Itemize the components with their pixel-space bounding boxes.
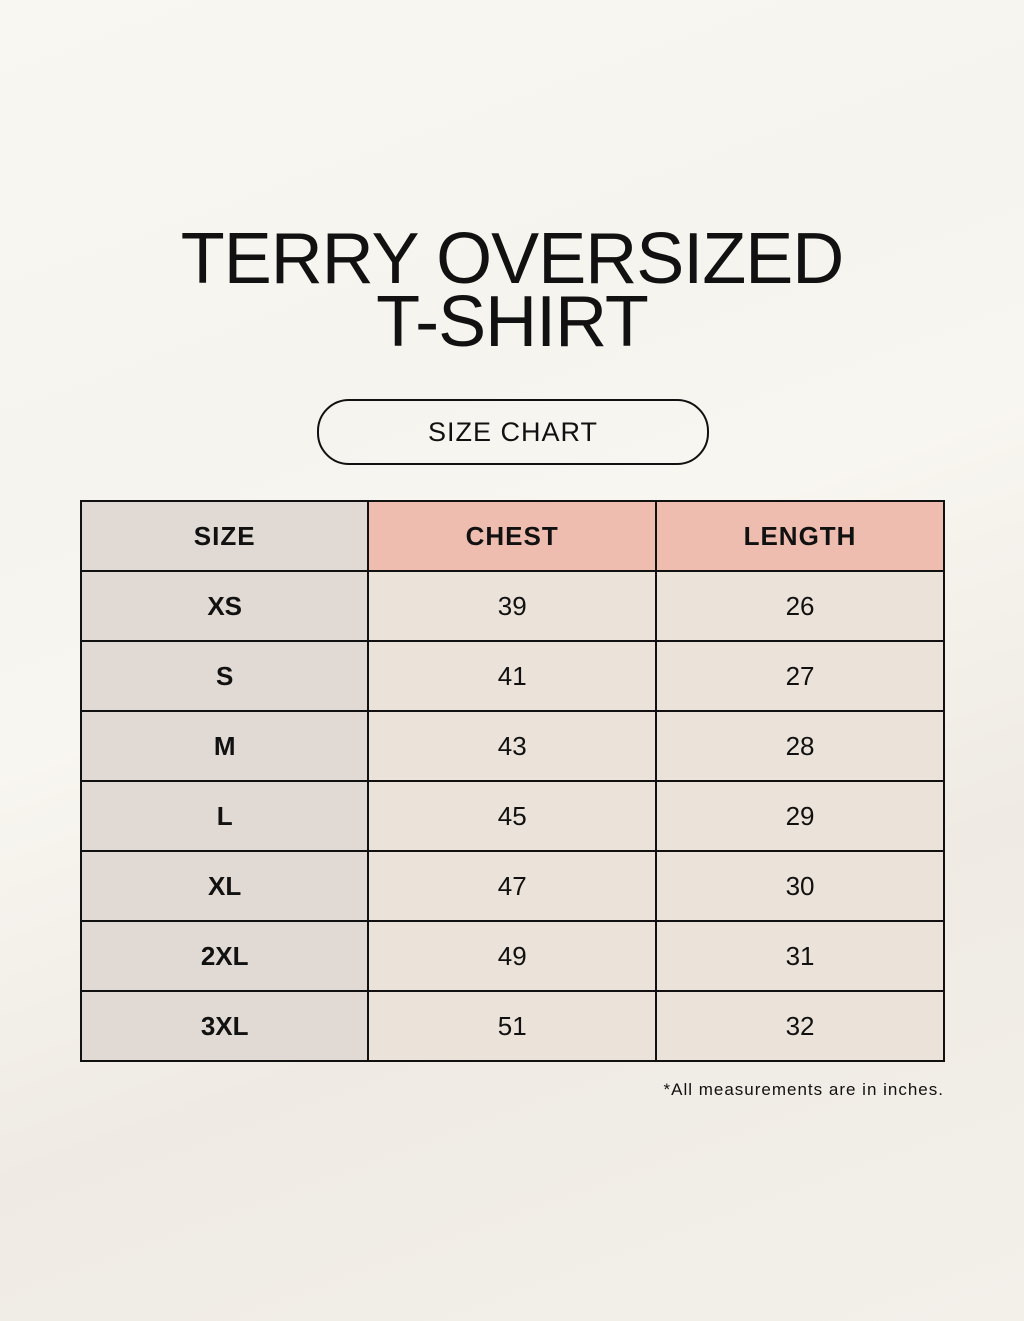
cell-chest: 41 <box>367 640 658 712</box>
table-row: 2XL 49 31 <box>79 920 945 992</box>
table-row: L 45 29 <box>79 780 945 852</box>
title-line-2: T-SHIRT <box>376 282 649 362</box>
cell-length: 28 <box>655 710 945 782</box>
cell-length: 29 <box>655 780 945 852</box>
title-line-1: TERRY OVERSIZED <box>180 219 845 299</box>
page-title: TERRY OVERSIZED T-SHIRT <box>0 219 1024 362</box>
cell-length: 26 <box>655 570 945 642</box>
size-chart-label: SIZE CHART <box>317 399 709 465</box>
cell-chest: 49 <box>367 920 658 992</box>
table-header-row: SIZE CHEST LENGTH <box>79 500 945 572</box>
cell-chest: 45 <box>367 780 658 852</box>
cell-chest: 39 <box>367 570 658 642</box>
cell-length: 31 <box>655 920 945 992</box>
cell-chest: 51 <box>367 990 658 1062</box>
table-row: S 41 27 <box>79 640 945 712</box>
cell-size: 3XL <box>79 990 370 1062</box>
cell-length: 27 <box>655 640 945 712</box>
table-row: XS 39 26 <box>79 570 945 642</box>
table-row: XL 47 30 <box>79 850 945 922</box>
cell-length: 30 <box>655 850 945 922</box>
cell-size: S <box>79 640 370 712</box>
header-size: SIZE <box>79 500 370 572</box>
cell-size: XL <box>79 850 370 922</box>
table-row: 3XL 51 32 <box>79 990 945 1062</box>
cell-chest: 47 <box>367 850 658 922</box>
cell-size: M <box>79 710 370 782</box>
cell-size: 2XL <box>79 920 370 992</box>
measurement-note: *All measurements are in inches. <box>663 1080 944 1099</box>
cell-size: L <box>79 780 370 852</box>
size-table: SIZE CHEST LENGTH XS 39 26 S 41 27 M 43 28 L 45 29 X… <box>79 500 945 1062</box>
cell-size: XS <box>79 570 370 642</box>
cell-length: 32 <box>655 990 945 1062</box>
header-chest: CHEST <box>367 500 658 572</box>
table-row: M 43 28 <box>79 710 945 782</box>
cell-chest: 43 <box>367 710 658 782</box>
header-length: LENGTH <box>655 500 945 572</box>
